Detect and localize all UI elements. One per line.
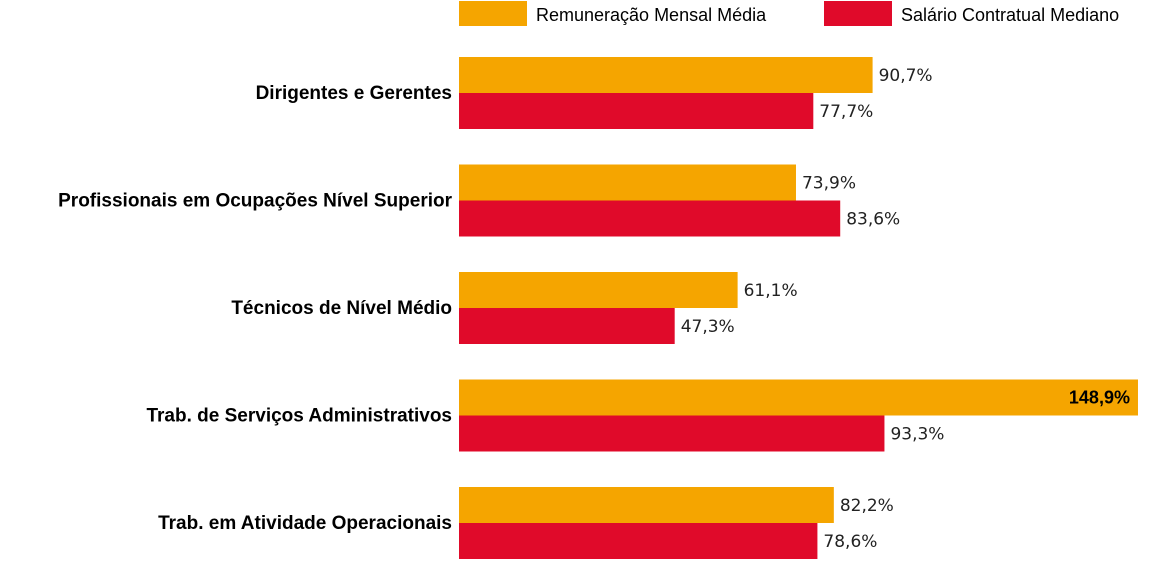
category-label-trab-de-servicos-administrativos: Trab. de Serviços Administrativos: [146, 406, 452, 427]
bar-remuneracao-mensal-media-dirigentes-e-gerentes: [459, 57, 873, 93]
value-label-salario-contratual-mediano-trab-em-atividade-operacionais: 78,6%: [823, 532, 877, 552]
bar-salario-contratual-mediano-profissionais-em-ocupacoes-nivel-superior: [459, 200, 841, 237]
value-label-remuneracao-mensal-media-tecnicos-de-nivel-medio: 61,1%: [744, 281, 798, 301]
category-label-trab-em-atividade-operacionais: Trab. em Atividade Operacionais: [158, 513, 452, 534]
category-label-dirigentes-e-gerentes: Dirigentes e Gerentes: [256, 83, 452, 104]
legend-label-remuneracao-mensal-media: Remuneração Mensal Média: [536, 5, 767, 25]
legend-swatch-remuneracao-mensal-media: [459, 1, 527, 26]
bar-remuneracao-mensal-media-profissionais-em-ocupacoes-nivel-superior: [459, 164, 796, 201]
chart-legend: Remuneração Mensal Média Salário Contratu…: [459, 1, 1119, 26]
bar-salario-contratual-mediano-trab-em-atividade-operacionais: [459, 523, 818, 559]
value-label-salario-contratual-mediano-trab-de-servicos-administrativos: 93,3%: [890, 425, 944, 445]
bar-salario-contratual-mediano-dirigentes-e-gerentes: [459, 93, 814, 129]
category-label-tecnicos-de-nivel-medio: Técnicos de Nível Médio: [231, 298, 452, 319]
legend-swatch-salario-contratual-mediano: [824, 1, 892, 26]
value-label-salario-contratual-mediano-dirigentes-e-gerentes: 77,7%: [819, 102, 873, 122]
category-label-profissionais-em-ocupacoes-nivel-superior: Profissionais em Ocupações Nível Superio…: [58, 191, 452, 212]
bars: [459, 57, 1138, 559]
value-label-remuneracao-mensal-media-trab-em-atividade-operacionais: 82,2%: [840, 496, 894, 516]
value-label-remuneracao-mensal-media-dirigentes-e-gerentes: 90,7%: [879, 66, 933, 86]
bar-remuneracao-mensal-media-tecnicos-de-nivel-medio: [459, 272, 738, 308]
legend-label-salario-contratual-mediano: Salário Contratual Mediano: [901, 5, 1119, 25]
value-label-remuneracao-mensal-media-trab-de-servicos-administrativos: 148,9%: [1069, 388, 1130, 408]
value-label-remuneracao-mensal-media-profissionais-em-ocupacoes-nivel-superior: 73,9%: [802, 174, 856, 194]
category-labels: Dirigentes e Gerentes Profissionais em Oc…: [58, 83, 452, 534]
value-label-salario-contratual-mediano-profissionais-em-ocupacoes-nivel-superior: 83,6%: [846, 210, 900, 230]
value-label-salario-contratual-mediano-tecnicos-de-nivel-medio: 47,3%: [681, 317, 735, 337]
value-labels: 90,7% 77,7% 73,9% 83,6% 61,1% 47,3% 148,9% 93,3…: [681, 66, 1130, 552]
bar-remuneracao-mensal-media-trab-de-servicos-administrativos: [459, 379, 1138, 416]
bar-salario-contratual-mediano-tecnicos-de-nivel-medio: [459, 308, 675, 344]
bar-salario-contratual-mediano-trab-de-servicos-administrativos: [459, 415, 885, 452]
bar-remuneracao-mensal-media-trab-em-atividade-operacionais: [459, 487, 834, 523]
